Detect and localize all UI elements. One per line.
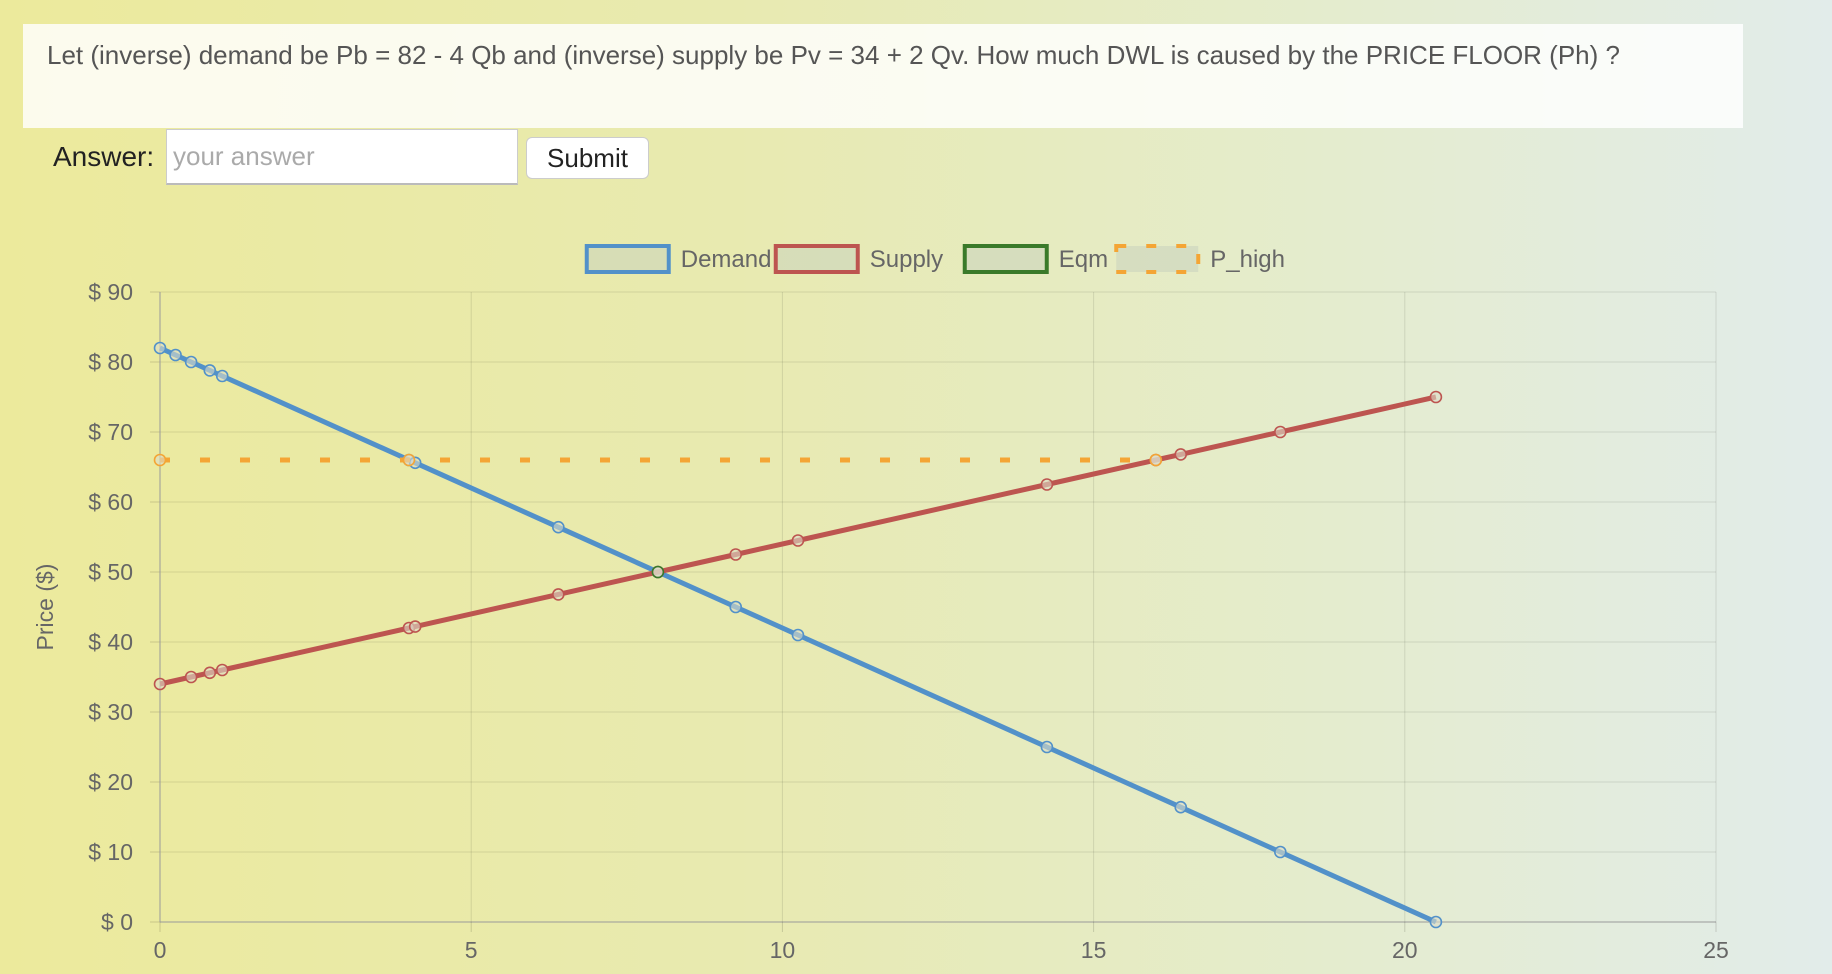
supply-point	[184, 670, 198, 684]
legend-label-p-high: P_high	[1210, 246, 1285, 273]
y-tick-label: $ 50	[88, 559, 133, 585]
supply-point	[215, 663, 229, 677]
y-tick-label: $ 0	[101, 909, 133, 935]
demand-point	[169, 348, 182, 362]
y-tick-label: $ 30	[88, 699, 133, 725]
x-tick-label: 10	[770, 937, 796, 963]
supply-point	[408, 620, 422, 633]
p-high-point	[402, 453, 416, 467]
legend-item-eqm: Eqm	[962, 244, 1108, 274]
y-tick-label: $ 40	[88, 629, 133, 655]
x-tick-label: 20	[1392, 937, 1418, 963]
legend-swatch-p-high	[1114, 244, 1201, 274]
x-tick-label: 0	[154, 937, 167, 963]
legend-label-eqm: Eqm	[1059, 246, 1108, 273]
demand-point	[215, 369, 229, 383]
y-tick-label: $ 20	[88, 769, 133, 795]
legend-item-supply: Supply	[773, 244, 943, 274]
x-tick-label: 5	[465, 937, 478, 963]
supply-point	[1174, 448, 1188, 461]
y-tick-label: $ 80	[88, 349, 133, 375]
y-tick-label: $ 90	[88, 279, 133, 305]
demand-point	[1274, 845, 1287, 859]
p-high-point	[1149, 453, 1163, 467]
supply-point	[153, 677, 167, 691]
demand-point	[184, 355, 198, 369]
question-box: Let (inverse) demand be Pb = 82 - 4 Qb a…	[23, 24, 1743, 128]
legend-swatch-demand	[584, 244, 671, 274]
answer-label: Answer:	[53, 141, 155, 172]
supply-point	[1040, 478, 1054, 491]
legend-swatch-eqm	[962, 244, 1049, 274]
legend-label-supply: Supply	[870, 246, 943, 273]
y-axis-label: Price ($)	[32, 564, 58, 651]
eqm-point	[651, 565, 665, 579]
answer-input[interactable]	[166, 129, 518, 185]
supply-point	[791, 534, 805, 547]
legend-item-demand: Demand	[584, 244, 772, 274]
supply-point	[552, 588, 565, 601]
demand-point	[552, 520, 565, 534]
p-high-point	[153, 453, 167, 467]
demand-point	[729, 600, 743, 614]
submit-button[interactable]: Submit	[526, 137, 649, 179]
legend-item-p-high: P_high	[1114, 244, 1285, 274]
y-tick-label: $ 70	[88, 419, 133, 445]
demand-point	[1040, 740, 1054, 754]
supply-point	[729, 548, 743, 561]
y-tick-label: $ 60	[88, 489, 133, 515]
supply-point	[1429, 390, 1443, 404]
legend-swatch-supply	[773, 244, 860, 274]
y-tick-label: $ 10	[88, 839, 133, 865]
legend-label-demand: Demand	[681, 246, 772, 273]
demand-point	[1429, 915, 1443, 929]
demand-point	[791, 628, 805, 642]
supply-point	[1274, 425, 1287, 439]
x-tick-label: 15	[1081, 937, 1107, 963]
x-tick-label: 25	[1703, 937, 1729, 963]
demand-point	[203, 364, 217, 377]
supply-point	[203, 666, 217, 680]
question-text: Let (inverse) demand be Pb = 82 - 4 Qb a…	[47, 40, 1620, 70]
demand-point	[1174, 800, 1188, 814]
demand-point	[153, 341, 167, 355]
